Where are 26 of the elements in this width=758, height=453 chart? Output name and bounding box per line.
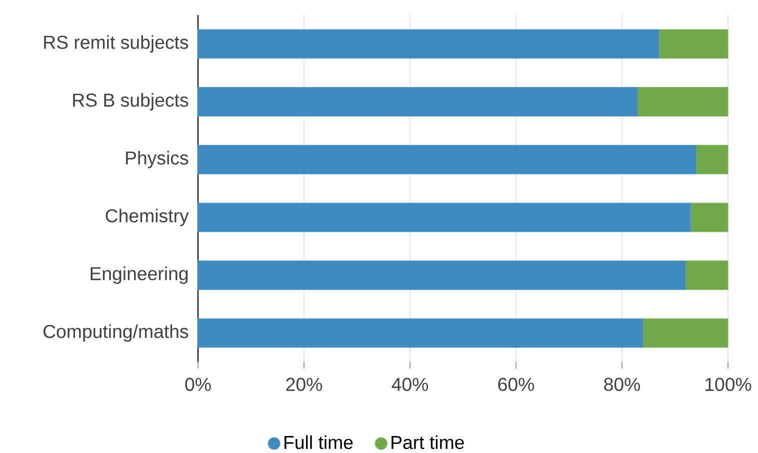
y-tick-label: RS B subjects	[73, 93, 188, 110]
bar	[198, 202, 692, 232]
bar	[685, 260, 728, 290]
bar	[198, 29, 660, 59]
bar	[642, 318, 728, 348]
x-tick-label: 100%	[706, 378, 752, 392]
bar	[198, 318, 644, 348]
y-tick-label: Computing/maths	[44, 324, 188, 342]
y-tick-label: Physics	[126, 150, 188, 168]
bar	[690, 202, 728, 232]
bar	[638, 87, 728, 116]
x-tick-label: 0%	[185, 378, 211, 392]
legend-label: Full time	[284, 435, 353, 450]
bar	[198, 260, 686, 290]
legend-label: Part time	[392, 435, 464, 450]
x-tick-label: 80%	[604, 378, 640, 392]
x-tick-label: 40%	[392, 378, 428, 392]
x-tick-label: 20%	[286, 378, 322, 392]
bar	[658, 29, 728, 59]
bar	[198, 87, 638, 116]
y-tick-label: Chemistry	[106, 208, 189, 226]
bar	[198, 144, 696, 174]
x-tick-label: 60%	[498, 378, 534, 392]
y-tick-label: Engineering	[90, 266, 188, 284]
bar	[696, 144, 728, 174]
y-tick-label: RS remit subjects	[44, 35, 188, 53]
